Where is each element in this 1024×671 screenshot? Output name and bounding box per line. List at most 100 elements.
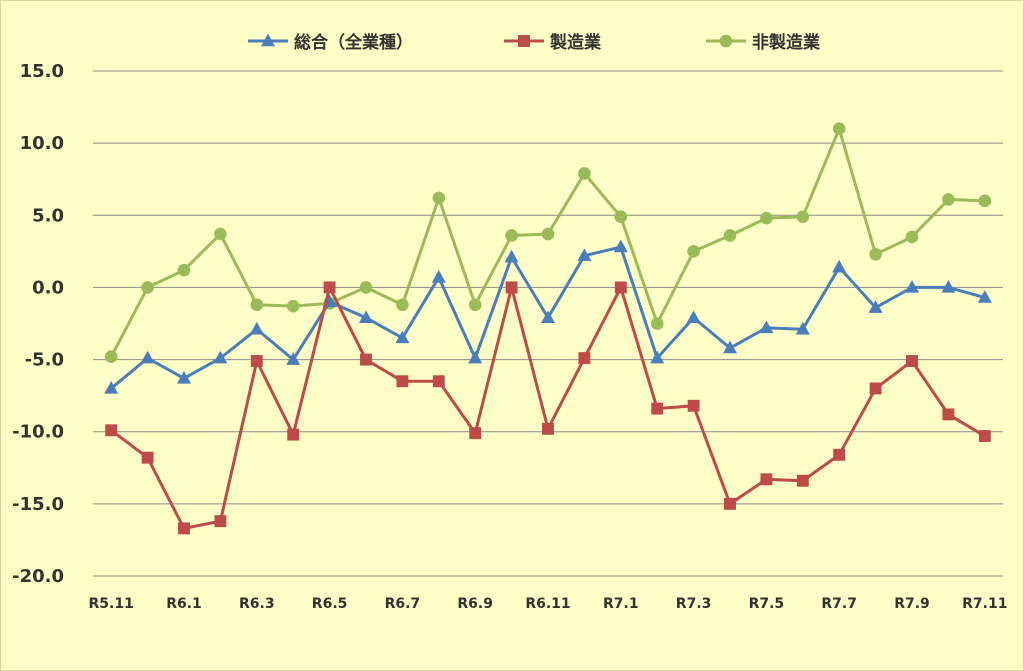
- x-tick-label: R7.7: [821, 596, 857, 612]
- legend-item: 総合（全業種）: [248, 32, 413, 53]
- data-point: [105, 424, 118, 437]
- y-tick-label: 10.0: [20, 133, 64, 154]
- data-point: [250, 355, 263, 367]
- data-point: [978, 194, 992, 208]
- data-point: [286, 299, 300, 313]
- data-point: [541, 227, 555, 241]
- data-point: [432, 375, 445, 388]
- data-point: [941, 280, 956, 293]
- y-tick-label: -5.0: [25, 350, 64, 371]
- y-tick-label: 15.0: [20, 61, 64, 82]
- x-tick-label: R7.9: [894, 596, 930, 612]
- x-tick-label: R5.11: [89, 596, 134, 612]
- y-tick-label: -20.0: [12, 566, 64, 587]
- data-point: [906, 355, 918, 367]
- data-point: [469, 427, 482, 440]
- data-point: [177, 370, 191, 384]
- y-tick-label: -10.0: [12, 422, 64, 443]
- data-point: [650, 350, 665, 364]
- data-point: [431, 269, 446, 283]
- data-point: [651, 402, 664, 415]
- data-point: [723, 340, 737, 354]
- data-point: [687, 245, 700, 258]
- data-point: [796, 210, 810, 224]
- legend-item: 非製造業: [706, 32, 820, 53]
- data-point: [104, 350, 118, 363]
- data-point: [687, 399, 700, 412]
- data-point: [249, 321, 264, 335]
- data-point: [578, 167, 591, 180]
- x-tick-label: R7.3: [676, 596, 712, 612]
- data-point: [942, 408, 955, 421]
- data-point: [518, 35, 530, 47]
- data-point: [650, 317, 664, 330]
- data-point: [504, 249, 519, 263]
- x-tick-label: R7.5: [749, 596, 785, 612]
- y-tick-label: 5.0: [32, 205, 64, 226]
- data-point: [214, 515, 227, 528]
- data-point: [869, 382, 882, 395]
- data-point: [541, 310, 555, 323]
- data-point: [505, 281, 518, 294]
- data-point: [905, 230, 919, 244]
- data-point: [250, 298, 264, 312]
- x-tick-label: R6.7: [385, 596, 421, 612]
- data-point: [396, 375, 409, 388]
- series-line: [110, 285, 986, 530]
- x-tick-label: R6.3: [239, 596, 275, 612]
- data-point: [395, 330, 410, 344]
- series-1: [105, 281, 991, 535]
- data-point: [359, 310, 373, 323]
- data-point: [432, 191, 446, 205]
- data-point: [468, 298, 482, 312]
- legend-label: 製造業: [549, 32, 601, 53]
- data-point: [759, 320, 774, 334]
- x-tick-label: R7.1: [603, 596, 639, 612]
- data-point: [396, 298, 409, 312]
- data-point: [261, 33, 275, 47]
- y-tick-label: 0.0: [32, 277, 64, 298]
- x-tick-label: R7.11: [962, 596, 1007, 612]
- data-point: [140, 350, 155, 364]
- data-point: [141, 281, 154, 294]
- legend-item: 製造業: [504, 32, 601, 53]
- data-point: [542, 422, 554, 435]
- data-point: [323, 281, 336, 294]
- data-point: [578, 352, 591, 365]
- data-point: [359, 281, 373, 294]
- data-point: [287, 428, 300, 441]
- data-point: [905, 280, 919, 293]
- data-point: [177, 263, 191, 277]
- data-point: [213, 350, 228, 364]
- series-layer: [104, 122, 992, 535]
- series-2: [104, 122, 992, 363]
- y-tick-label: -15.0: [12, 494, 64, 515]
- x-axis-ticks: R5.11 R6.1 R6.3 R6.5 R6.7 R6.9 R6.11 R7.1 R7.3 R7…: [89, 596, 1008, 612]
- grid-lines: [93, 70, 1003, 577]
- data-point: [286, 352, 301, 365]
- data-point: [614, 281, 627, 294]
- data-point: [869, 247, 882, 261]
- data-point: [468, 350, 483, 364]
- data-point: [760, 211, 773, 225]
- data-point: [505, 229, 518, 242]
- legend-label: 非製造業: [752, 32, 820, 53]
- legend-label: 総合（全業種）: [294, 32, 413, 53]
- x-tick-label: R6.11: [525, 596, 570, 612]
- data-point: [360, 353, 372, 366]
- series-0: [104, 239, 992, 394]
- data-point: [141, 451, 154, 464]
- x-tick-label: R6.5: [312, 596, 348, 612]
- data-point: [978, 430, 991, 442]
- data-point: [178, 522, 190, 535]
- data-point: [214, 227, 227, 241]
- data-point: [868, 300, 883, 313]
- data-point: [942, 193, 955, 206]
- data-point: [724, 497, 736, 510]
- data-point: [796, 474, 809, 487]
- x-tick-label: R6.1: [166, 596, 202, 612]
- data-point: [614, 210, 628, 224]
- data-point: [760, 473, 773, 486]
- data-point: [832, 122, 846, 136]
